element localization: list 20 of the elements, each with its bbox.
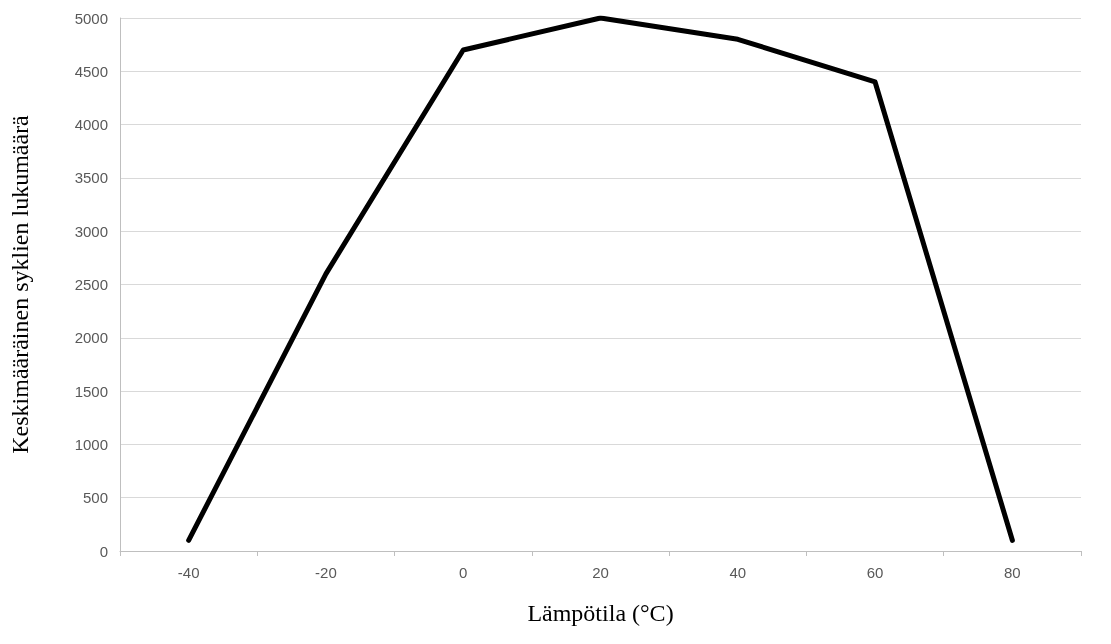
y-axis-title: Keskimääräinen syklien lukumäärä	[7, 114, 33, 454]
x-tick-label: -20	[315, 564, 337, 581]
x-tick-label: -40	[177, 564, 200, 581]
y-tick-label: 1000	[74, 435, 108, 453]
y-tick-label: 2000	[74, 329, 108, 347]
y-tick-label: 2500	[74, 276, 108, 293]
y-tick-label: 3500	[74, 169, 108, 187]
x-tick-label: 40	[729, 564, 747, 581]
x-tick-label: 0	[459, 564, 468, 581]
y-tick-label: 0	[99, 542, 108, 560]
y-tick-label: 500	[82, 489, 108, 507]
y-tick-label: 5000	[74, 9, 108, 27]
x-tick-label: 60	[866, 564, 884, 581]
y-tick-label: 4000	[74, 116, 108, 134]
y-tick-label: 3000	[74, 222, 108, 240]
x-tick-label: 80	[1004, 564, 1021, 581]
x-axis-title: Lämpötila (°C)	[527, 600, 674, 626]
y-tick-label: 4500	[74, 62, 108, 80]
x-tick-label: 20	[592, 564, 609, 581]
y-tick-label: 1500	[74, 382, 108, 400]
